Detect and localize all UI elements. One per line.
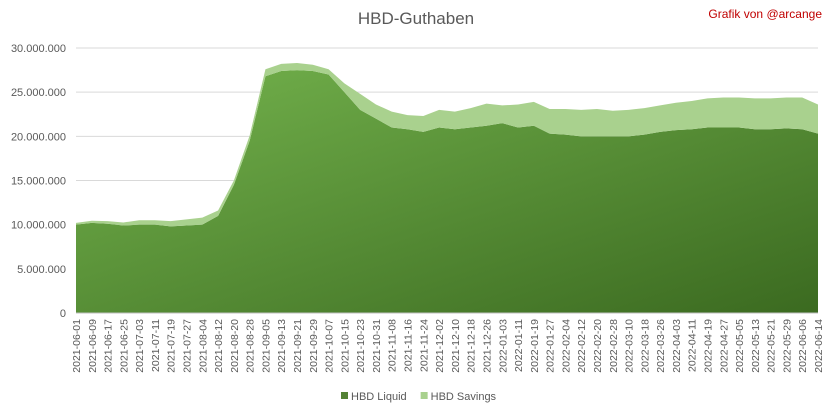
x-tick-label: 2022-04-03 [671,319,683,373]
x-tick-label: 2021-12-02 [434,319,446,373]
x-tick-label: 2021-11-16 [403,319,415,372]
x-tick-label: 2021-10-23 [355,319,367,373]
x-tick-label: 2022-06-14 [813,319,825,373]
x-tick-label: 2022-03-26 [655,319,667,373]
x-tick-label: 2022-06-06 [797,319,809,373]
x-tick-label: 2022-05-05 [734,319,746,373]
x-tick-label: 2021-10-31 [371,319,383,373]
x-tick-label: 2021-08-12 [213,319,225,373]
legend-swatch [341,392,348,399]
x-tick-label: 2022-03-18 [639,319,651,373]
legend-label: HBD Savings [431,391,497,403]
x-tick-label: 2021-12-26 [481,319,493,373]
x-tick-label: 2021-10-07 [324,319,336,373]
x-tick-label: 2021-06-01 [71,319,83,373]
x-tick-label: 2021-07-19 [166,319,178,373]
x-tick-label: 2021-08-20 [229,319,241,373]
y-tick-label: 30.000.000 [11,43,66,55]
x-tick-label: 2021-09-13 [276,319,288,373]
x-tick-label: 2021-09-29 [308,319,320,373]
chart-title: HBD-Guthaben [358,9,474,28]
annotation: Grafik von @arcange [708,7,822,21]
x-tick-label: 2022-01-11 [513,319,525,372]
y-tick-label: 5.000.000 [17,264,66,276]
x-tick-label: 2022-02-04 [560,319,572,373]
x-tick-label: 2022-04-19 [702,319,714,373]
x-tick-label: 2021-09-21 [292,319,304,373]
x-tick-label: 2022-05-13 [750,319,762,373]
x-tick-label: 2021-08-04 [197,319,209,373]
x-tick-label: 2021-12-18 [466,319,478,373]
y-tick-label: 15.000.000 [11,176,66,188]
x-tick-label: 2021-06-25 [118,319,130,373]
y-tick-label: 20.000.000 [11,131,66,143]
x-tick-label: 2021-12-10 [450,319,462,373]
y-tick-label: 25.000.000 [11,87,66,99]
x-tick-label: 2021-11-08 [387,319,399,372]
x-tick-label: 2022-03-10 [624,319,636,373]
x-tick-label: 2022-04-11 [687,319,699,372]
y-tick-label: 10.000.000 [11,220,66,232]
x-tick-label: 2021-07-11 [150,319,162,372]
area [76,70,818,313]
x-tick-label: 2021-10-15 [339,319,351,373]
x-tick-label: 2022-02-28 [608,319,620,373]
x-tick-label: 2022-05-21 [766,319,778,373]
x-tick-label: 2022-01-27 [545,319,557,373]
legend-label: HBD Liquid [351,391,407,403]
x-tick-label: 2021-07-03 [134,319,146,373]
x-tick-label: 2021-06-09 [87,319,99,373]
x-tick-label: 2022-05-29 [781,319,793,373]
legend-swatch [420,392,428,399]
x-tick-label: 2022-01-19 [529,319,541,373]
x-tick-label: 2021-08-28 [245,319,257,373]
y-tick-label: 0 [60,308,66,320]
x-tick-label: 2021-07-27 [182,319,194,373]
x-tick-label: 2021-06-17 [103,319,115,373]
x-tick-label: 2022-01-03 [497,319,509,373]
x-tick-label: 2021-11-24 [418,319,430,372]
x-tick-label: 2022-02-12 [576,319,588,373]
x-tick-label: 2021-09-05 [260,319,272,373]
x-tick-label: 2022-02-20 [592,319,604,373]
x-tick-label: 2022-04-27 [718,319,730,373]
